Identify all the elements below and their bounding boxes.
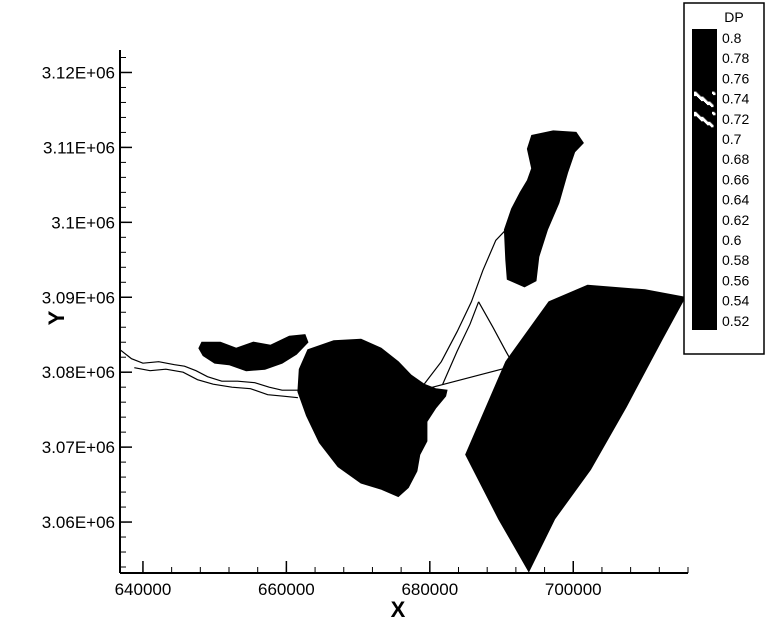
y-tick-label: 3.1E+06 bbox=[51, 213, 115, 232]
legend-speckle bbox=[707, 102, 710, 106]
legend-level-label: 0.6 bbox=[722, 232, 742, 248]
x-tick-label: 680000 bbox=[401, 580, 458, 599]
legend-level-label: 0.74 bbox=[722, 91, 749, 107]
region-main-lake bbox=[297, 338, 448, 498]
legend-speckle bbox=[707, 122, 710, 126]
x-axis-title: X bbox=[391, 597, 406, 622]
channel-outline-2 bbox=[423, 227, 508, 385]
channel-outline-4 bbox=[478, 301, 517, 370]
y-tick-label: 3.11E+06 bbox=[43, 138, 115, 157]
x-tick-label: 640000 bbox=[115, 580, 172, 599]
legend-level-label: 0.58 bbox=[722, 252, 749, 268]
y-tick-label: 3.12E+06 bbox=[42, 63, 115, 82]
legend-level-label: 0.64 bbox=[722, 192, 749, 208]
legend-level-label: 0.56 bbox=[722, 272, 749, 288]
legend-speckle bbox=[701, 98, 704, 102]
x-tick-label: 660000 bbox=[258, 580, 315, 599]
channel-outline-5 bbox=[426, 365, 514, 390]
channel-outline-3 bbox=[442, 301, 480, 385]
legend-level-label: 0.8 bbox=[722, 30, 742, 46]
legend-speckle bbox=[711, 124, 714, 128]
legend-level-label: 0.78 bbox=[722, 50, 749, 66]
contour-regions bbox=[198, 130, 686, 573]
legend-level-label: 0.54 bbox=[722, 293, 749, 309]
y-axis-title: Y bbox=[44, 310, 69, 325]
axes bbox=[119, 50, 688, 574]
legend-level-label: 0.68 bbox=[722, 151, 749, 167]
legend-level-label: 0.72 bbox=[722, 111, 749, 127]
y-tick-label: 3.06E+06 bbox=[42, 513, 115, 532]
legend-speckle bbox=[713, 92, 716, 96]
legend-speckle bbox=[711, 104, 714, 108]
river-outline-1 bbox=[134, 367, 298, 399]
legend-speckle bbox=[713, 112, 716, 116]
y-tick-label: 3.08E+06 bbox=[42, 363, 115, 382]
legend-level-label: 0.62 bbox=[722, 212, 749, 228]
legend: DP 0.8 0.78 0.76 0.74 0.72 0.7 0.68 0.66 0.64 0.6… bbox=[683, 2, 765, 355]
legend-level-label: 0.66 bbox=[722, 171, 749, 187]
x-tick-label: 700000 bbox=[545, 580, 602, 599]
y-tick-label: 3.07E+06 bbox=[42, 438, 115, 457]
region-upper-reach bbox=[503, 130, 584, 288]
legend-labels: 0.8 0.78 0.76 0.74 0.72 0.7 0.68 0.66 0.64 0.62 0.… bbox=[722, 30, 749, 329]
legend-speckle bbox=[694, 93, 697, 97]
y-tick-label: 3.09E+06 bbox=[42, 288, 115, 307]
region-offshore-domain bbox=[465, 284, 686, 573]
outline-lines bbox=[119, 227, 517, 399]
legend-level-label: 0.7 bbox=[722, 131, 742, 147]
axis-ticks: 640000 660000 680000 700000 3.06E+06 3.07E+06… bbox=[42, 56, 689, 599]
legend-speckle bbox=[694, 113, 697, 117]
legend-level-label: 0.52 bbox=[722, 313, 749, 329]
legend-title: DP bbox=[724, 9, 743, 25]
legend-swatches bbox=[692, 29, 717, 330]
legend-colorbar bbox=[692, 29, 717, 330]
legend-level-label: 0.76 bbox=[722, 70, 749, 86]
region-upper-channel bbox=[198, 334, 309, 372]
legend-speckle bbox=[701, 118, 704, 122]
river-outline-0 bbox=[119, 349, 300, 391]
